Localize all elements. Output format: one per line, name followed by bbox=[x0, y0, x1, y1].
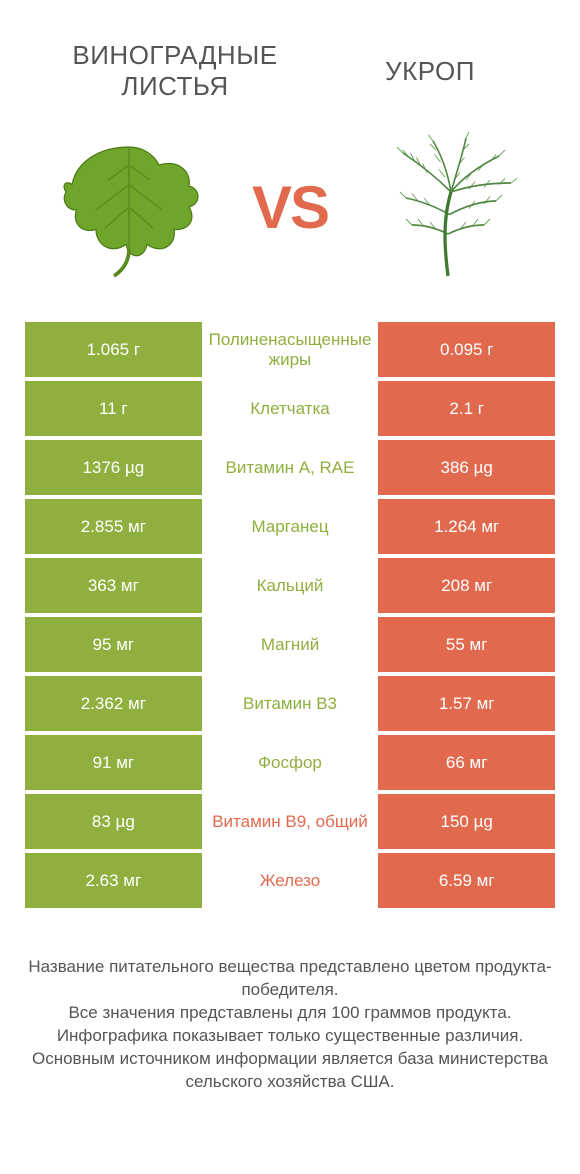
nutrient-label: Витамин B3 bbox=[202, 676, 379, 731]
table-row: 11 гКлетчатка2.1 г bbox=[25, 381, 555, 436]
left-title: Виноградные листья bbox=[50, 40, 300, 102]
footer-notes: Название питательного вещества представл… bbox=[25, 956, 555, 1094]
grape-leaf-icon bbox=[44, 122, 214, 292]
nutrient-label: Марганец bbox=[202, 499, 379, 554]
right-value: 0.095 г bbox=[378, 322, 555, 377]
nutrient-label: Витамин B9, общий bbox=[202, 794, 379, 849]
table-row: 83 µgВитамин B9, общий150 µg bbox=[25, 794, 555, 849]
right-value: 55 мг bbox=[378, 617, 555, 672]
left-value: 363 мг bbox=[25, 558, 202, 613]
footer-line: Название питательного вещества представл… bbox=[25, 956, 555, 1002]
left-value: 1.065 г bbox=[25, 322, 202, 377]
comparison-table: 1.065 гПолиненасыщенные жиры0.095 г11 гК… bbox=[25, 322, 555, 908]
nutrient-label: Кальций bbox=[202, 558, 379, 613]
right-value: 386 µg bbox=[378, 440, 555, 495]
table-row: 1376 µgВитамин A, RAE386 µg bbox=[25, 440, 555, 495]
nutrient-label: Фосфор bbox=[202, 735, 379, 790]
table-row: 2.63 мгЖелезо6.59 мг bbox=[25, 853, 555, 908]
nutrient-label: Полиненасыщенные жиры bbox=[202, 322, 379, 377]
footer-line: Инфографика показывает только существенн… bbox=[25, 1025, 555, 1048]
right-value: 6.59 мг bbox=[378, 853, 555, 908]
hero-row: VS bbox=[0, 112, 580, 312]
footer-line: Основным источником информации является … bbox=[25, 1048, 555, 1094]
nutrient-label: Железо bbox=[202, 853, 379, 908]
nutrient-label: Клетчатка bbox=[202, 381, 379, 436]
dill-icon bbox=[366, 122, 536, 292]
left-value: 2.855 мг bbox=[25, 499, 202, 554]
right-value: 2.1 г bbox=[378, 381, 555, 436]
right-value: 1.264 мг bbox=[378, 499, 555, 554]
vs-label: VS bbox=[252, 173, 328, 242]
nutrient-label: Магний bbox=[202, 617, 379, 672]
left-value: 91 мг bbox=[25, 735, 202, 790]
right-value: 208 мг bbox=[378, 558, 555, 613]
table-row: 2.362 мгВитамин B31.57 мг bbox=[25, 676, 555, 731]
left-value: 83 µg bbox=[25, 794, 202, 849]
table-row: 95 мгМагний55 мг bbox=[25, 617, 555, 672]
footer-line: Все значения представлены для 100 граммо… bbox=[25, 1002, 555, 1025]
table-row: 91 мгФосфор66 мг bbox=[25, 735, 555, 790]
nutrient-label: Витамин A, RAE bbox=[202, 440, 379, 495]
table-row: 363 мгКальций208 мг bbox=[25, 558, 555, 613]
right-value: 150 µg bbox=[378, 794, 555, 849]
left-value: 2.362 мг bbox=[25, 676, 202, 731]
table-row: 1.065 гПолиненасыщенные жиры0.095 г bbox=[25, 322, 555, 377]
left-value: 2.63 мг bbox=[25, 853, 202, 908]
table-row: 2.855 мгМарганец1.264 мг bbox=[25, 499, 555, 554]
header: Виноградные листья Укроп bbox=[0, 0, 580, 112]
right-value: 1.57 мг bbox=[378, 676, 555, 731]
right-value: 66 мг bbox=[378, 735, 555, 790]
left-value: 1376 µg bbox=[25, 440, 202, 495]
right-title: Укроп bbox=[330, 56, 530, 87]
left-value: 95 мг bbox=[25, 617, 202, 672]
left-value: 11 г bbox=[25, 381, 202, 436]
